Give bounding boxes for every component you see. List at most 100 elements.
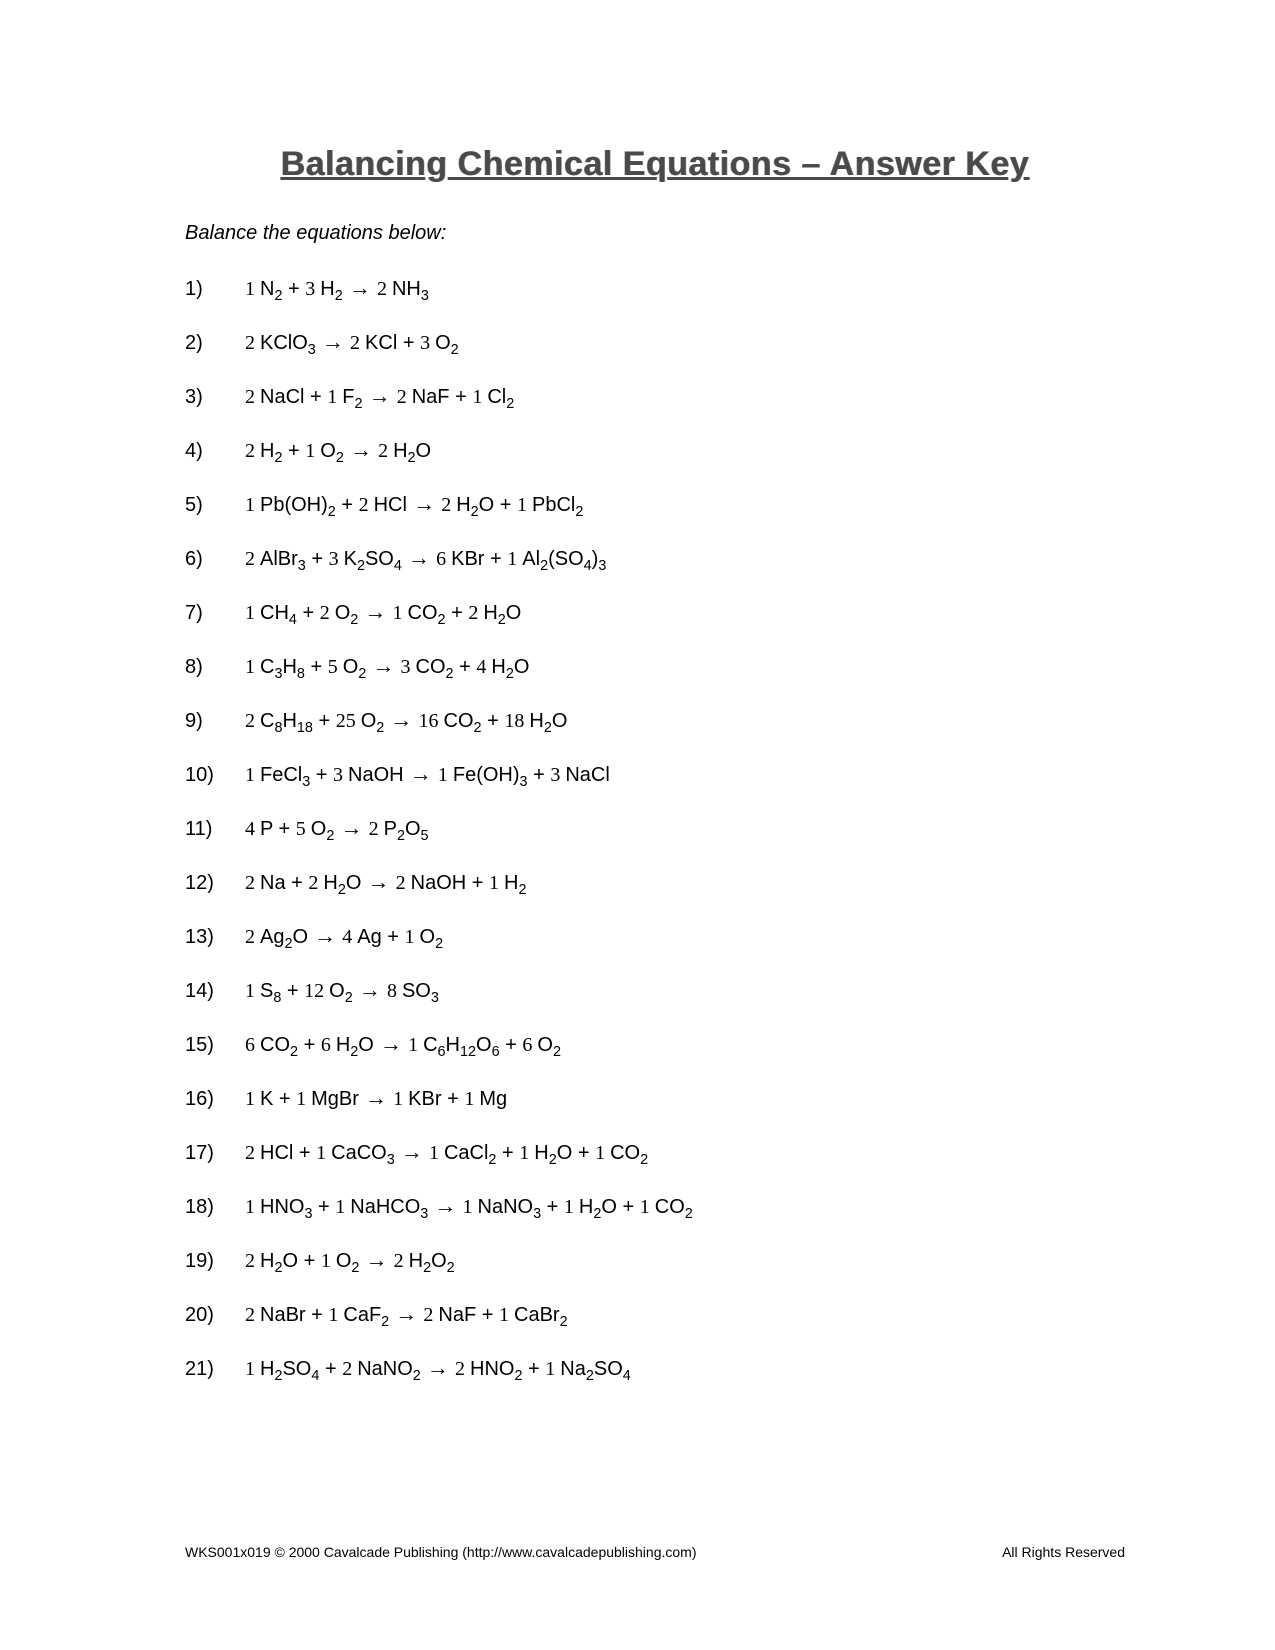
- chemical-formula: PbCl2: [532, 494, 583, 516]
- equation-body: 2 H2O + 1 O2 → 2 H2O2: [245, 1247, 1125, 1273]
- chemical-formula: CO2: [655, 1196, 693, 1218]
- chemical-formula: HNO2: [470, 1358, 522, 1380]
- coefficient: 2: [378, 440, 393, 462]
- coefficient: 18: [504, 710, 529, 732]
- coefficient: 1: [545, 1358, 560, 1380]
- coefficient: 1: [245, 1196, 260, 1218]
- equation-body: 2 Na + 2 H2O → 2 NaOH + 1 H2: [245, 869, 1125, 895]
- equation-row: 5)1 Pb(OH)2 + 2 HCl → 2 H2O + 1 PbCl2: [185, 491, 1125, 517]
- coefficient: 2: [245, 548, 260, 570]
- chemical-formula: K2SO4: [344, 548, 402, 570]
- arrow-icon: →: [421, 1355, 455, 1380]
- coefficient: 2: [245, 440, 260, 462]
- plus-operator: +: [476, 1304, 499, 1326]
- coefficient: 8: [387, 980, 402, 1002]
- plus-operator: +: [273, 1088, 296, 1110]
- chemical-formula: NaF: [438, 1304, 476, 1326]
- coefficient: 1: [438, 764, 453, 786]
- chemical-formula: Mg: [479, 1088, 507, 1110]
- coefficient: 3: [333, 764, 348, 786]
- instruction-text: Balance the equations below:: [185, 222, 1125, 245]
- plus-operator: +: [282, 278, 305, 300]
- equation-number: 18): [185, 1196, 245, 1219]
- chemical-formula: CO2: [610, 1142, 648, 1164]
- chemical-formula: C8H18: [260, 710, 313, 732]
- chemical-formula: C6H12O6: [423, 1034, 500, 1056]
- chemical-formula: FeCl3: [260, 764, 310, 786]
- coefficient: 2: [377, 278, 392, 300]
- chemical-formula: NaCl: [565, 764, 609, 786]
- plus-operator: +: [466, 872, 489, 894]
- coefficient: 3: [329, 548, 344, 570]
- arrow-icon: →: [366, 653, 400, 678]
- chemical-formula: CO2: [260, 1034, 298, 1056]
- coefficient: 1: [517, 494, 532, 516]
- equation-body: 2 NaCl + 1 F2 → 2 NaF + 1 Cl2: [245, 383, 1125, 409]
- coefficient: 1: [296, 1088, 311, 1110]
- coefficient: 1: [564, 1196, 579, 1218]
- chemical-formula: H2: [504, 872, 526, 894]
- plus-operator: +: [298, 1034, 321, 1056]
- coefficient: 1: [328, 1304, 343, 1326]
- chemical-formula: O2: [420, 926, 444, 948]
- chemical-formula: NaHCO3: [350, 1196, 428, 1218]
- arrow-icon: →: [428, 1193, 462, 1218]
- plus-operator: +: [382, 926, 405, 948]
- equation-number: 12): [185, 872, 245, 895]
- equation-number: 17): [185, 1142, 245, 1165]
- arrow-icon: →: [407, 491, 441, 516]
- equation-number: 10): [185, 764, 245, 787]
- plus-operator: +: [446, 602, 469, 624]
- plus-operator: +: [450, 386, 473, 408]
- chemical-formula: O2: [537, 1034, 561, 1056]
- equation-row: 14)1 S8 + 12 O2 → 8 SO3: [185, 977, 1125, 1003]
- coefficient: 1: [507, 548, 522, 570]
- chemical-formula: CaF2: [343, 1304, 389, 1326]
- chemical-formula: O2: [320, 440, 344, 462]
- coefficient: 16: [419, 710, 444, 732]
- chemical-formula: NaOH: [348, 764, 404, 786]
- chemical-formula: Na: [260, 872, 286, 894]
- equation-number: 19): [185, 1250, 245, 1273]
- chemical-formula: P: [260, 818, 273, 840]
- coefficient: 2: [455, 1358, 470, 1380]
- plus-operator: +: [305, 656, 328, 678]
- plus-operator: +: [494, 494, 517, 516]
- coefficient: 3: [305, 278, 320, 300]
- chemical-formula: H2O: [483, 602, 521, 624]
- plus-operator: +: [522, 1358, 545, 1380]
- equation-body: 2 H2 + 1 O2 → 2 H2O: [245, 437, 1125, 463]
- coefficient: 2: [423, 1304, 438, 1326]
- coefficient: 2: [245, 710, 260, 732]
- plus-operator: +: [319, 1358, 342, 1380]
- coefficient: 2: [396, 872, 411, 894]
- equation-body: 1 N2 + 3 H2 → 2 NH3: [245, 275, 1125, 301]
- equation-row: 13)2 Ag2O → 4 Ag + 1 O2: [185, 923, 1125, 949]
- plus-operator: +: [293, 1142, 316, 1164]
- equation-row: 18)1 HNO3 + 1 NaHCO3 → 1 NaNO3 + 1 H2O +…: [185, 1193, 1125, 1219]
- plus-operator: +: [397, 332, 420, 354]
- arrow-icon: →: [361, 869, 395, 894]
- plus-operator: +: [496, 1142, 519, 1164]
- equation-body: 4 P + 5 O2 → 2 P2O5: [245, 815, 1125, 841]
- coefficient: 1: [305, 440, 320, 462]
- plus-operator: +: [541, 1196, 564, 1218]
- worksheet-page: Balancing Chemical Equations – Answer Ke…: [0, 0, 1275, 1650]
- footer: WKS001x019 © 2000 Cavalcade Publishing (…: [185, 1544, 1125, 1560]
- chemical-formula: Pb(OH)2: [260, 494, 336, 516]
- coefficient: 1: [245, 602, 260, 624]
- chemical-formula: N2: [260, 278, 282, 300]
- chemical-formula: H2O2: [409, 1250, 455, 1272]
- plus-operator: +: [298, 1250, 321, 1272]
- coefficient: 25: [336, 710, 361, 732]
- coefficient: 1: [245, 1088, 260, 1110]
- coefficient: 2: [369, 818, 384, 840]
- equations-list: 1)1 N2 + 3 H2 → 2 NH32)2 KClO3 → 2 KCl +…: [185, 275, 1125, 1381]
- chemical-formula: NaF: [412, 386, 450, 408]
- coefficient: 1: [245, 494, 260, 516]
- coefficient: 2: [245, 1304, 260, 1326]
- coefficient: 1: [393, 1088, 408, 1110]
- chemical-formula: Al2(SO4)3: [522, 548, 606, 570]
- arrow-icon: →: [353, 977, 387, 1002]
- coefficient: 2: [320, 602, 335, 624]
